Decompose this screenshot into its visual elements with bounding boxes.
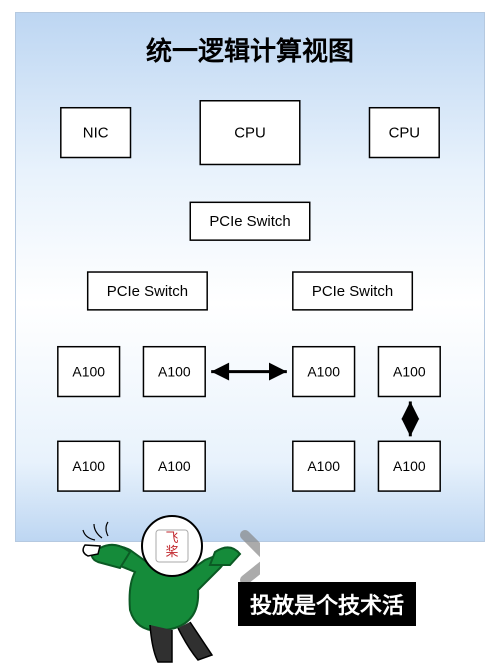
node-label-g6: A100 xyxy=(307,458,340,474)
node-label-nic: NIC xyxy=(83,125,109,142)
node-label-psw2: PCIe Switch xyxy=(312,283,393,300)
node-label-g5: A100 xyxy=(158,458,191,474)
node-boxes: NIC CPU CPU PCIe Switch PCIe Switch PCIe Swit… xyxy=(58,101,440,491)
mascot-label-1: 飞 xyxy=(165,530,178,545)
node-label-g4: A100 xyxy=(72,458,105,474)
node-label-g2: A100 xyxy=(307,363,340,379)
caption: 投放是个技术活 xyxy=(238,582,416,626)
mascot-legs xyxy=(150,622,212,662)
node-label-psw0: PCIe Switch xyxy=(209,213,290,230)
node-label-g3: A100 xyxy=(393,363,426,379)
mascot-arm-right xyxy=(210,547,240,565)
mascot-hand-left xyxy=(83,545,100,556)
diagram-panel: 统一逻辑计算视图 NICCPUCPUPCIe SwitchPCIe Switch… xyxy=(15,12,485,542)
node-label-psw1: PCIe Switch xyxy=(107,283,188,300)
mascot-label-2: 桨 xyxy=(165,544,178,559)
mascot: 飞 桨 xyxy=(80,510,260,670)
diagram-svg: NIC CPU CPU PCIe Switch PCIe Switch PCIe Swit… xyxy=(16,13,484,541)
node-label-g1: A100 xyxy=(158,363,191,379)
node-label-cpu2: CPU xyxy=(389,125,421,142)
node-label-g7: A100 xyxy=(393,458,426,474)
node-label-g0: A100 xyxy=(72,363,105,379)
motion-lines xyxy=(83,522,108,540)
shuriken-icon xyxy=(245,535,260,585)
node-label-cpu1: CPU xyxy=(234,125,266,142)
